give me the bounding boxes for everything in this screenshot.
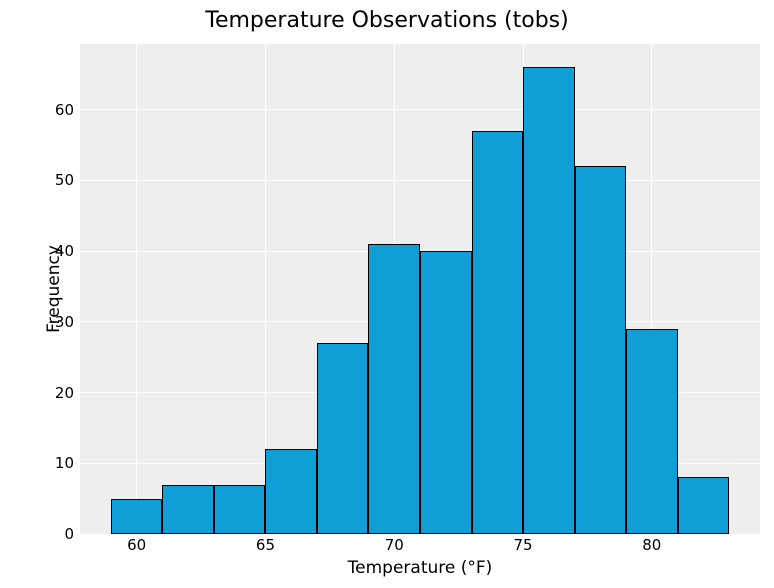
histogram-bar [214,485,266,534]
y-tick-labels: 0102030405060 [0,44,80,534]
y-tick-label: 50 [0,171,74,189]
x-axis-label: Temperature (°F) [80,558,760,578]
x-tick-label: 70 [385,536,404,554]
gridline-vertical [136,44,137,534]
x-tick-label: 60 [127,536,146,554]
histogram-bar [317,343,369,534]
gridline-horizontal [80,180,760,181]
x-tick-label: 75 [513,536,532,554]
y-tick-label: 60 [0,101,74,119]
x-tick-label: 80 [642,536,661,554]
histogram-bar [678,477,730,534]
y-axis-label: Frequency [44,245,64,333]
chart-title: Temperature Observations (tobs) [0,8,774,33]
histogram-bar [420,251,472,534]
x-tick-label: 65 [256,536,275,554]
y-tick-label: 20 [0,384,74,402]
histogram-bar [472,131,524,534]
histogram-bar [523,67,575,534]
gridline-horizontal [80,109,760,110]
histogram-bar [265,449,317,534]
histogram-bar [162,485,214,534]
figure: Temperature Observations (tobs) 60 65 70 75… [0,0,774,588]
y-tick-label: 0 [0,525,74,543]
histogram-bar [111,499,163,534]
histogram-bar [626,329,678,534]
histogram-bar [368,244,420,534]
y-tick-label: 10 [0,454,74,472]
plot-area [80,44,760,534]
histogram-bar [575,166,627,534]
